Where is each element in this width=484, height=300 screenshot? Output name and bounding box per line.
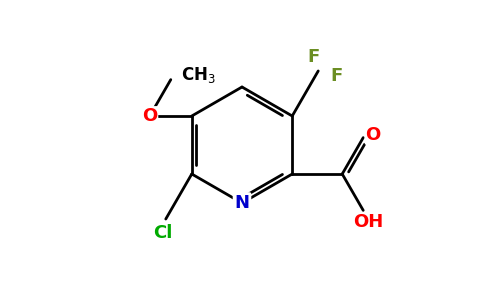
- Text: CH$_3$: CH$_3$: [181, 64, 215, 85]
- Text: O: O: [365, 126, 381, 144]
- Text: Cl: Cl: [153, 224, 172, 242]
- Text: O: O: [142, 107, 157, 125]
- Text: N: N: [235, 194, 249, 212]
- Text: OH: OH: [353, 213, 383, 231]
- Text: F: F: [330, 67, 342, 85]
- Text: F: F: [307, 48, 319, 66]
